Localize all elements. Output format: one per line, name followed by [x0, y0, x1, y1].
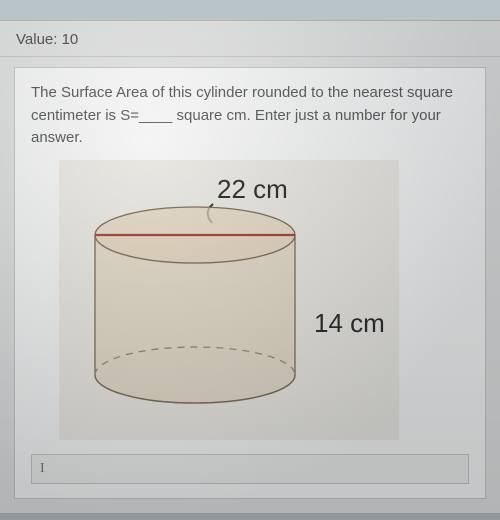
question-line2-post: square cm. Enter just a number for your: [172, 107, 440, 124]
outer-panel: Value: 10 The Surface Area of this cylin…: [0, 20, 500, 514]
question-text: The Surface Area of this cylinder rounde…: [31, 82, 469, 150]
question-line3: answer.: [31, 129, 83, 146]
figure-box: 22 cm 14 cm: [59, 160, 399, 440]
question-line1: The Surface Area of this cylinder rounde…: [31, 84, 453, 101]
question-blank: ____: [139, 107, 172, 124]
value-bar: Value: 10: [0, 21, 500, 57]
answer-input[interactable]: [31, 454, 469, 484]
question-line2-pre: centimeter is S=: [31, 107, 139, 124]
height-label: 14 cm: [314, 308, 385, 339]
cylinder-diagram: [85, 200, 305, 420]
value-label: Value: 10: [16, 31, 78, 48]
question-panel: The Surface Area of this cylinder rounde…: [14, 67, 486, 499]
